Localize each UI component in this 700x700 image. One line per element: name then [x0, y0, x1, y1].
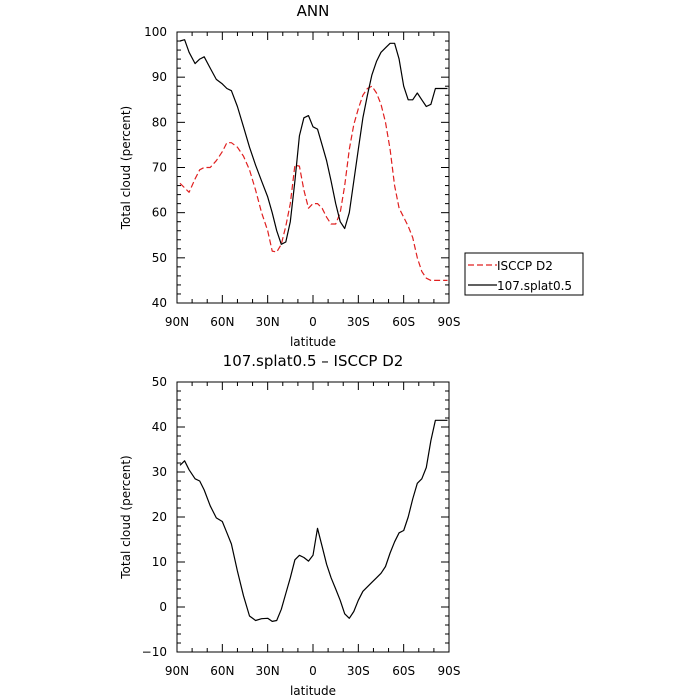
series-group	[179, 39, 448, 281]
x-tick-label: 0	[309, 664, 317, 678]
x-tick-label: 30S	[347, 315, 370, 329]
x-tick-label: 60S	[392, 315, 415, 329]
y-tick-label: 80	[152, 115, 167, 129]
series-group	[179, 419, 448, 623]
legend-box	[464, 252, 584, 296]
y-tick-label: 70	[152, 161, 167, 175]
x-tick-label: 90N	[165, 315, 189, 329]
x-tick-label: 90S	[438, 664, 461, 678]
legend-label-isccp-d2: ISCCP D2	[497, 259, 553, 273]
y-tick-label: 40	[152, 420, 167, 434]
plot-frame	[176, 31, 450, 304]
legend: ISCCP D2 107.splat0.5	[464, 252, 584, 296]
x-tick-label: 90N	[165, 664, 189, 678]
y-axis-label: Total cloud (percent)	[119, 106, 133, 230]
y-tick-label: 100	[144, 25, 167, 39]
axis-ticks: 90N 60N 30N 0 30S 60S 90S −10 0 10 20 30 40 50	[142, 375, 461, 678]
y-tick-label: 20	[152, 510, 167, 524]
x-tick-label: 90S	[438, 315, 461, 329]
y-tick-label: −10	[142, 645, 167, 659]
x-tick-label: 60N	[210, 315, 234, 329]
x-tick-label: 30S	[347, 664, 370, 678]
plot-frame	[176, 381, 450, 653]
chart-title: 107.splat0.5 – ISCCP D2	[223, 352, 404, 370]
axis-ticks: 90N 60N 30N 0 30S 60S 90S 40 50 60 70 80 90 100	[144, 25, 460, 329]
legend-label-107-splat: 107.splat0.5	[497, 279, 572, 293]
series-line-0	[179, 419, 448, 623]
y-tick-label: 40	[152, 296, 167, 310]
x-tick-label: 60N	[210, 664, 234, 678]
x-tick-label: 60S	[392, 664, 415, 678]
y-tick-label: 10	[152, 555, 167, 569]
x-axis-label: latitude	[290, 335, 336, 349]
y-tick-label: 90	[152, 70, 167, 84]
panel-difference: 107.splat0.5 – ISCCP D2 Total cloud (per…	[119, 352, 460, 698]
y-axis-label: Total cloud (percent)	[119, 455, 133, 579]
y-tick-label: 60	[152, 206, 167, 220]
series-line-107-splat0-5	[179, 39, 448, 245]
chart-title: ANN	[297, 2, 330, 20]
series-line-isccp-d2	[179, 85, 448, 281]
y-tick-label: 0	[159, 600, 167, 614]
x-axis-label: latitude	[290, 684, 336, 698]
x-tick-label: 30N	[256, 315, 280, 329]
y-tick-label: 50	[152, 251, 167, 265]
x-tick-label: 30N	[256, 664, 280, 678]
y-tick-label: 30	[152, 465, 167, 479]
x-tick-label: 0	[309, 315, 317, 329]
y-tick-label: 50	[152, 375, 167, 389]
panel-annual-cloud: ANN Total cloud (percent) latitude 90N 60…	[119, 2, 584, 349]
